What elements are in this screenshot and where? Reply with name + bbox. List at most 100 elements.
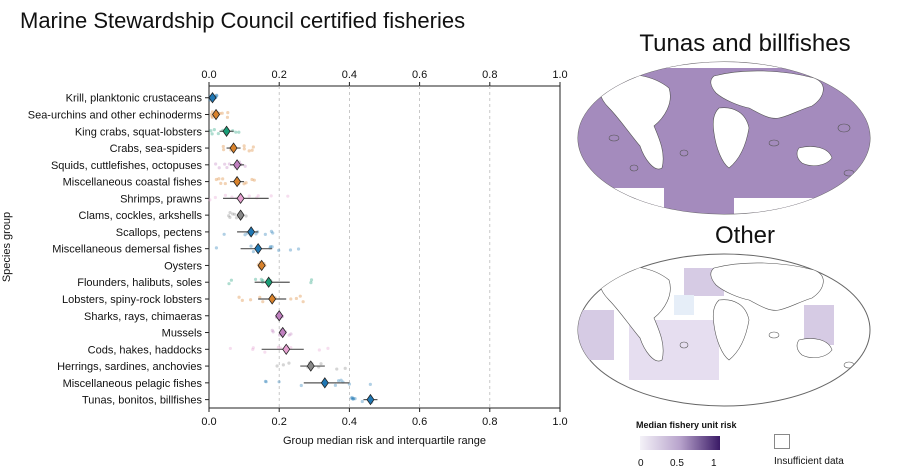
data-point	[263, 350, 267, 354]
data-point	[319, 362, 323, 366]
data-point	[216, 131, 220, 136]
data-point	[270, 245, 274, 249]
data-point	[337, 379, 341, 383]
data-point	[244, 181, 248, 185]
median-marker	[282, 343, 291, 355]
x-tick-label-top: 0.6	[412, 69, 427, 81]
colorbar-tick: 1	[711, 458, 717, 469]
data-point	[309, 278, 314, 282]
data-point	[251, 347, 255, 352]
data-point	[215, 94, 219, 98]
data-point	[360, 399, 364, 404]
data-point	[250, 148, 254, 152]
data-point	[210, 110, 215, 114]
median-marker	[366, 393, 375, 406]
category-label: Miscellaneous pelagic fishes	[63, 378, 203, 390]
data-point	[264, 380, 268, 384]
data-point	[240, 298, 244, 302]
data-point	[212, 128, 216, 132]
data-point	[294, 296, 298, 301]
data-point	[237, 295, 241, 299]
median-marker	[222, 125, 231, 137]
world-map-other	[577, 253, 871, 407]
median-marker	[257, 259, 266, 272]
x-tick-label-bottom: 0.2	[272, 416, 287, 428]
data-point	[268, 245, 273, 249]
data-point	[217, 177, 221, 181]
category-label: Miscellaneous coastal fishes	[63, 177, 203, 189]
colorbar-tick: 0	[638, 458, 644, 469]
ocean-risk-fill	[578, 310, 614, 360]
data-point	[277, 380, 281, 384]
median-marker	[247, 226, 256, 238]
data-point	[287, 333, 291, 337]
x-tick-label-top: 0.4	[342, 69, 357, 81]
data-point	[350, 395, 354, 400]
data-point	[289, 297, 293, 301]
data-point	[253, 277, 258, 281]
median-marker	[208, 92, 217, 104]
category-label: Krill, planktonic crustaceans	[66, 93, 203, 105]
data-point	[298, 294, 302, 298]
data-point	[225, 115, 230, 119]
data-point	[247, 149, 251, 153]
plot-frame	[208, 85, 561, 409]
data-point	[208, 198, 212, 202]
data-point	[251, 250, 256, 254]
median-marker	[236, 192, 245, 205]
data-point	[226, 111, 230, 115]
data-point	[301, 300, 305, 304]
median-marker	[233, 175, 242, 188]
category-label: King crabs, squat-lobsters	[75, 126, 203, 138]
x-tick-label-top: 0.8	[482, 69, 497, 81]
median-marker	[254, 242, 263, 255]
x-tick-label-top: 1.0	[552, 69, 567, 81]
x-tick-label-bottom: 1.0	[552, 416, 567, 428]
data-point	[252, 178, 256, 182]
median-marker	[233, 159, 242, 171]
data-point	[271, 231, 275, 235]
data-point	[244, 214, 248, 218]
data-point	[269, 229, 274, 234]
data-point	[213, 195, 217, 200]
data-point	[234, 216, 239, 220]
data-point	[243, 164, 247, 168]
median-marker	[275, 310, 284, 322]
data-point	[228, 215, 232, 220]
data-point	[221, 177, 225, 181]
data-point	[229, 278, 233, 282]
data-point	[269, 194, 273, 198]
x-tick-label-bottom: 0.0	[201, 416, 216, 428]
data-point	[215, 93, 219, 97]
data-point	[353, 396, 357, 401]
data-point	[351, 397, 355, 401]
data-point	[254, 232, 258, 236]
data-point	[223, 162, 227, 166]
legend-title: Median fishery unit risk	[636, 420, 737, 430]
data-point	[263, 232, 267, 236]
data-point	[233, 212, 237, 216]
data-point	[335, 367, 339, 371]
data-point	[309, 281, 313, 285]
data-point	[209, 129, 213, 133]
data-point	[242, 182, 246, 186]
category-label: Shrimps, prawns	[120, 193, 202, 205]
category-label: Herrings, sardines, anchovies	[57, 361, 202, 373]
x-tick-label-bottom: 0.4	[342, 416, 357, 428]
category-label: Lobsters, spiny-rock lobsters	[62, 294, 202, 306]
data-point	[214, 177, 218, 182]
data-point	[228, 346, 232, 351]
median-marker	[306, 360, 315, 372]
category-label: Oysters	[164, 260, 202, 272]
category-label: Scallops, pectens	[116, 227, 203, 239]
x-tick-label-bottom: 0.6	[412, 416, 427, 428]
data-point	[288, 248, 293, 252]
category-label: Tunas, bonitos, billfishes	[82, 395, 203, 407]
data-point	[219, 181, 223, 185]
data-point	[248, 298, 253, 302]
data-point	[210, 132, 214, 136]
data-point	[286, 194, 290, 198]
data-point	[271, 330, 275, 334]
x-tick-label-top: 0.2	[272, 69, 287, 81]
data-point	[214, 162, 218, 166]
